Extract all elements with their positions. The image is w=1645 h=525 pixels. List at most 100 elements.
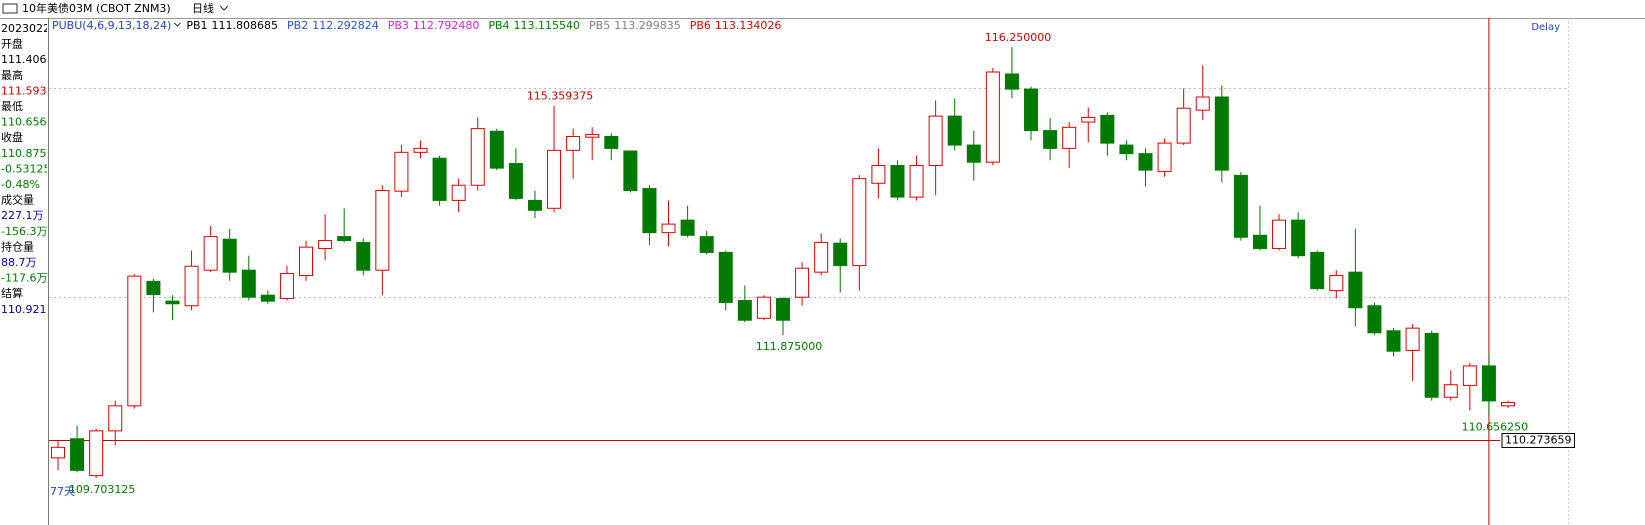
candle-body <box>947 115 962 146</box>
candle-body <box>222 238 237 273</box>
legend-value: 113.115540 <box>514 19 580 32</box>
extreme-label: 111.875000 <box>756 340 822 353</box>
legend-name: PB4 <box>488 19 509 32</box>
candle-body <box>966 144 981 163</box>
legend-value: 111.808685 <box>212 19 278 32</box>
candle-body <box>928 115 943 166</box>
candle-body <box>184 265 199 307</box>
legend-name: PB3 <box>388 19 409 32</box>
candle-body <box>203 236 218 271</box>
info-row: -156.3万 <box>1 225 47 238</box>
info-row: 111.5937 <box>1 84 54 97</box>
candle-body <box>146 280 161 296</box>
candle-body <box>527 199 542 211</box>
candle-body <box>699 236 714 253</box>
candle-body <box>1100 114 1115 144</box>
info-panel: 20230224 开盘 111.4062 最高 111.5937 最低 110.6562收盘… <box>1 22 54 316</box>
candle-body <box>661 223 676 234</box>
period-selector[interactable]: 日线 <box>192 1 214 15</box>
candle-body <box>318 240 333 249</box>
candle-body <box>756 296 771 319</box>
info-row: 227.1万 <box>1 209 44 222</box>
info-row: 最高 <box>1 68 23 82</box>
candle-body <box>451 184 466 201</box>
candle-body <box>337 236 352 242</box>
current-price-box <box>1501 432 1575 448</box>
candle-body <box>1081 116 1096 123</box>
candle-body <box>1157 142 1172 172</box>
candle-body <box>299 246 314 276</box>
candle-body <box>718 251 733 303</box>
info-row: 110.875 <box>1 147 47 160</box>
candle-body <box>1310 251 1325 290</box>
candle-body <box>1367 305 1382 334</box>
legend-value: 112.292824 <box>312 19 378 32</box>
candle-body <box>795 267 810 298</box>
info-row: -117.6万 <box>1 272 47 285</box>
candle-body <box>737 299 752 321</box>
candle-body <box>432 157 447 201</box>
extreme-label: 109.703125 <box>69 483 135 496</box>
candle-body <box>1176 107 1191 144</box>
current-price-label: 110.273659 <box>1505 433 1571 446</box>
info-row: 持仓量 <box>1 239 34 253</box>
candle-body <box>909 164 924 198</box>
footer-note: 77天 <box>50 485 75 498</box>
candle-body <box>70 438 85 471</box>
candle-body <box>871 164 886 184</box>
candle-body <box>413 147 428 153</box>
candle-body <box>1272 219 1287 249</box>
extreme-label: 110.656250 <box>1462 420 1528 433</box>
window-icon[interactable] <box>2 3 18 14</box>
candle-body <box>623 150 638 192</box>
candle-body <box>470 128 485 186</box>
info-row: 收盘 <box>1 130 23 144</box>
candle-body <box>1043 130 1058 149</box>
info-row: 110.9218 <box>1 303 54 316</box>
candle-body <box>604 136 619 149</box>
candle-body <box>680 219 695 236</box>
candle-body <box>489 130 504 169</box>
candle-body <box>1348 271 1363 309</box>
info-row: 110.6562 <box>1 116 54 129</box>
legend-name: PB1 <box>186 19 207 32</box>
candle-body <box>279 272 294 300</box>
candle-body <box>547 149 562 209</box>
candle-body <box>1119 144 1134 155</box>
candle-body <box>1233 174 1248 238</box>
plot-area: 116.250000 115.359375 111.875000 110.656250… <box>49 18 1575 525</box>
period-chevron[interactable] <box>219 5 229 11</box>
candle-body <box>642 188 657 234</box>
candle-body <box>508 163 523 199</box>
extreme-label: 116.250000 <box>985 31 1051 44</box>
info-row: -0.48% <box>1 178 40 191</box>
indicator-chevron[interactable] <box>173 22 181 27</box>
info-row: 开盘 <box>1 37 23 51</box>
candle-body <box>1214 96 1229 171</box>
candle-body <box>1062 126 1077 149</box>
candle-body <box>833 242 848 267</box>
candle-body <box>165 300 180 305</box>
candle-body <box>1386 330 1401 352</box>
candle-body <box>1443 384 1458 398</box>
info-row: 最低 <box>1 100 23 113</box>
instrument-title: 10年美债03M (CBOT ZNM3) <box>22 1 171 15</box>
legend-name: PB6 <box>690 19 711 32</box>
candle-body <box>51 446 65 459</box>
candle-body <box>108 405 123 432</box>
candle-body <box>852 178 867 267</box>
candle-body <box>127 275 142 407</box>
candle-body <box>89 430 104 477</box>
candle-body <box>1501 402 1515 407</box>
legend-name: PB5 <box>589 19 610 32</box>
candle-body <box>814 242 829 273</box>
candle-body <box>566 136 581 151</box>
candle-body <box>394 151 409 192</box>
candle-body <box>1291 219 1306 257</box>
extreme-label: 115.359375 <box>527 90 593 103</box>
candle-body <box>1481 365 1496 402</box>
candle-body <box>1329 274 1344 292</box>
candle-body <box>1252 234 1267 249</box>
candle-body <box>1024 88 1039 132</box>
